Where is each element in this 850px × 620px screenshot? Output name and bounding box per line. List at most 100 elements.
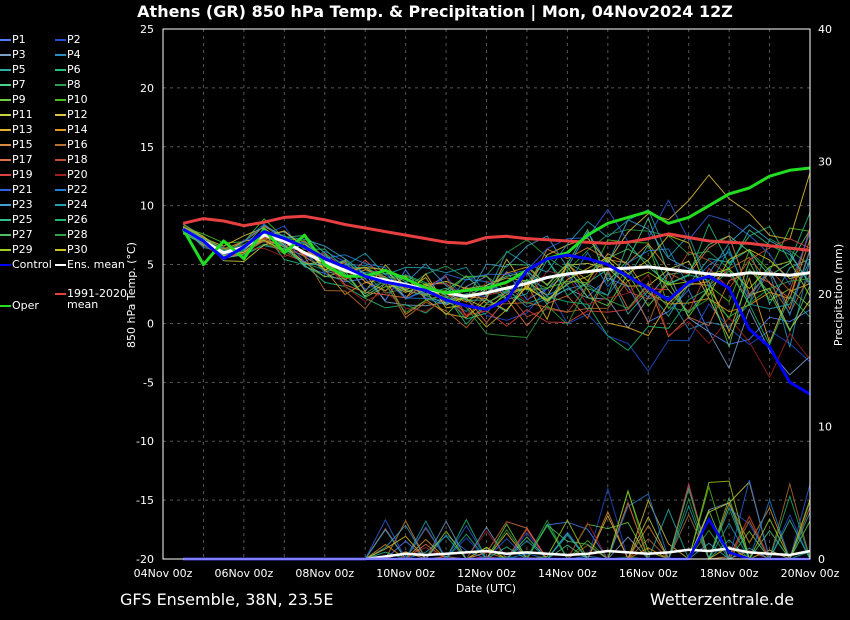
- legend-label: Ens. mean: [67, 258, 125, 271]
- x-tick-label: 18Nov 00z: [700, 567, 759, 580]
- legend-swatch: [55, 234, 66, 236]
- legend-item-p18: P18: [55, 154, 88, 165]
- series-line-1991-2020-mean: [182, 214, 811, 252]
- legend-item-p22: P22: [55, 184, 88, 195]
- legend-swatch: [0, 189, 11, 191]
- y-left-tick-label: 20: [140, 82, 154, 95]
- legend-swatch: [0, 114, 11, 116]
- legend-label: P28: [67, 228, 88, 241]
- legend-swatch: [0, 69, 11, 71]
- legend-label: P21: [12, 183, 33, 196]
- legend-item-p20: P20: [55, 169, 88, 180]
- legend-item-p8: P8: [55, 79, 81, 90]
- legend-label: P7: [12, 78, 26, 91]
- legend-item-oper: Oper: [0, 300, 39, 311]
- legend-label: P5: [12, 63, 26, 76]
- legend-label: P11: [12, 108, 33, 121]
- ensemble-line-p15: [182, 231, 811, 311]
- legend-label: P8: [67, 78, 81, 91]
- ensemble-line-p17: [182, 227, 811, 338]
- plot-frame: [162, 28, 811, 560]
- legend-label: P15: [12, 138, 33, 151]
- legend-item-ens-mean: Ens. mean: [55, 259, 125, 270]
- x-axis-label: Date (UTC): [456, 582, 516, 595]
- y-left-tick-label: -5: [143, 376, 154, 389]
- ensemble-member-lines: [182, 172, 811, 561]
- legend-label: Control: [12, 258, 52, 271]
- legend-swatch: [55, 264, 66, 266]
- legend-swatch: [0, 249, 11, 251]
- legend-label: P9: [12, 93, 26, 106]
- main-series-lines: [181, 166, 811, 396]
- legend-item-p23: P23: [0, 199, 33, 210]
- legend-item-p11: P11: [0, 109, 33, 120]
- series-line-ens-mean: [182, 227, 811, 298]
- precip-member-line: [183, 481, 810, 560]
- legend-swatch: [55, 54, 66, 56]
- legend-item-p21: P21: [0, 184, 33, 195]
- legend-item-p28: P28: [55, 229, 88, 240]
- x-tick-label: 12Nov 00z: [457, 567, 516, 580]
- legend-item-p6: P6: [55, 64, 81, 75]
- x-tick-label: 04Nov 00z: [134, 567, 193, 580]
- legend-label: P4: [67, 48, 81, 61]
- legend-label: P2: [67, 33, 81, 46]
- y-left-tick-label: 5: [147, 259, 154, 272]
- legend-label: P6: [67, 63, 81, 76]
- legend-swatch: [0, 305, 11, 307]
- legend-item-p7: P7: [0, 79, 26, 90]
- legend-swatch: [55, 159, 66, 161]
- chart-title: Athens (GR) 850 hPa Temp. & Precipitatio…: [137, 2, 733, 21]
- legend-swatch: [55, 174, 66, 176]
- legend-swatch: [0, 99, 11, 101]
- y-left-tick-label: 10: [140, 200, 154, 213]
- legend-label: P19: [12, 168, 33, 181]
- legend-label: P20: [67, 168, 88, 181]
- legend-item-p19: P19: [0, 169, 33, 180]
- legend-swatch: [55, 219, 66, 221]
- legend-item-control: Control: [0, 259, 52, 270]
- legend-label: P24: [67, 198, 88, 211]
- legend-swatch: [0, 234, 11, 236]
- legend-item-p24: P24: [55, 199, 88, 210]
- legend-item-p15: P15: [0, 139, 33, 150]
- legend-label: P23: [12, 198, 33, 211]
- series-line-oper: [181, 166, 811, 295]
- legend-swatch: [55, 204, 66, 206]
- legend-swatch: [0, 204, 11, 206]
- legend-item-p30: P30: [55, 244, 88, 255]
- legend-label: P13: [12, 123, 33, 136]
- x-tick-label: 06Nov 00z: [215, 567, 274, 580]
- legend-swatch: [55, 39, 66, 41]
- legend-item-p27: P27: [0, 229, 33, 240]
- legend-label: P1: [12, 33, 26, 46]
- legend-swatch: [0, 84, 11, 86]
- legend-swatch: [55, 189, 66, 191]
- legend-label: P29: [12, 243, 33, 256]
- ensemble-line-p24: [182, 209, 811, 310]
- legend-swatch: [0, 264, 11, 266]
- legend-swatch: [55, 293, 66, 295]
- legend-label: P10: [67, 93, 88, 106]
- legend-swatch: [55, 84, 66, 86]
- legend-label: P30: [67, 243, 88, 256]
- legend-swatch: [0, 159, 11, 161]
- ensemble-line-p20: [182, 225, 811, 379]
- legend-label: P17: [12, 153, 33, 166]
- y-right-tick-label: 20: [818, 288, 832, 301]
- y-axis-right-label: Precipitation (mm): [832, 244, 845, 346]
- y-left-tick-label: 25: [140, 23, 154, 36]
- legend-swatch: [55, 249, 66, 251]
- x-tick-label: 08Nov 00z: [295, 567, 354, 580]
- legend-item-1991-2020-mean: 1991-2020 mean: [55, 288, 127, 310]
- legend-swatch: [55, 99, 66, 101]
- legend-swatch: [55, 129, 66, 131]
- y-left-tick-label: 15: [140, 141, 154, 154]
- legend-swatch: [55, 114, 66, 116]
- legend-swatch: [55, 69, 66, 71]
- x-tick-label: 10Nov 00z: [376, 567, 435, 580]
- y-left-tick-label: -15: [136, 494, 154, 507]
- y-left-tick-label: -20: [136, 553, 154, 566]
- legend-swatch: [0, 129, 11, 131]
